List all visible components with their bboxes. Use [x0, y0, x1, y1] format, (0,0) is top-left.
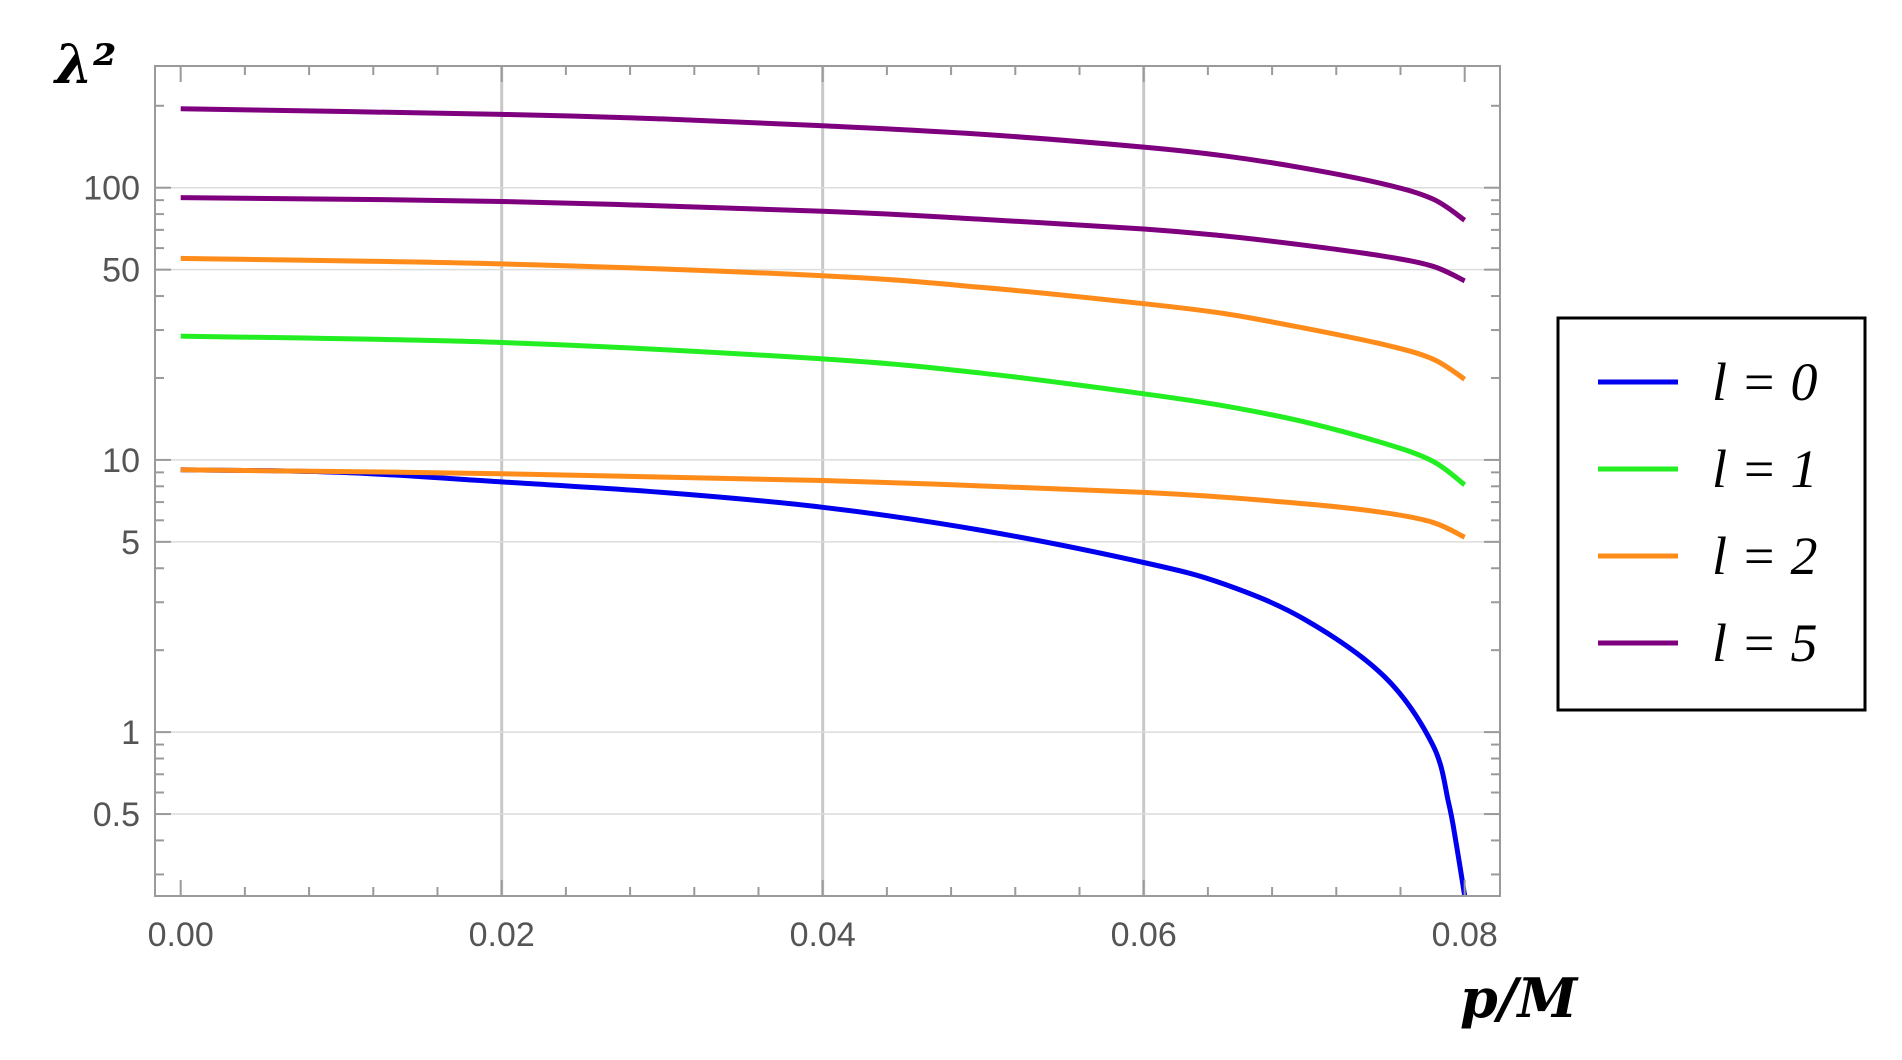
series-line-l-1: [180, 333, 1467, 487]
series-line-l-5: [180, 195, 1466, 284]
plot-border: [154, 65, 1501, 897]
y-tick-label: 100: [83, 170, 140, 208]
plot-frame: [154, 65, 1501, 897]
y-tick-label: 5: [121, 524, 140, 562]
y-tick-label: 0.5: [93, 796, 140, 834]
y-tick-label: 1: [121, 714, 140, 752]
series-line-l-2: [180, 255, 1467, 382]
legend-label: l = 2: [1712, 526, 1817, 586]
data-series: [180, 106, 1468, 897]
legend-label: l = 5: [1712, 613, 1817, 673]
x-tick-label: 0.08: [1432, 916, 1498, 954]
y-axis-title: λ²: [53, 32, 117, 96]
y-tick-label: 50: [102, 252, 140, 290]
x-tick-label: 0.04: [790, 916, 856, 954]
legend: l = 0 l = 1 l = 2 l = 5: [1556, 316, 1867, 712]
series-line-l-0: [180, 467, 1468, 897]
x-tick-label: 0.02: [469, 916, 535, 954]
axis-ticks: [155, 66, 1500, 896]
series-line-l-5: [180, 106, 1467, 223]
legend-label: l = 1: [1712, 439, 1817, 499]
x-tick-label: 0.06: [1111, 916, 1177, 954]
y-tick-label: 10: [102, 442, 140, 480]
x-axis-title: p/M: [1460, 966, 1579, 1030]
series-line-l-2: [180, 467, 1466, 540]
x-tick-label: 0.00: [148, 916, 214, 954]
tick-labels: 0.00 0.02 0.04 0.06 0.08 0.5 1 5 10 50 100: [83, 170, 1498, 954]
legend-label: l = 0: [1712, 352, 1817, 412]
